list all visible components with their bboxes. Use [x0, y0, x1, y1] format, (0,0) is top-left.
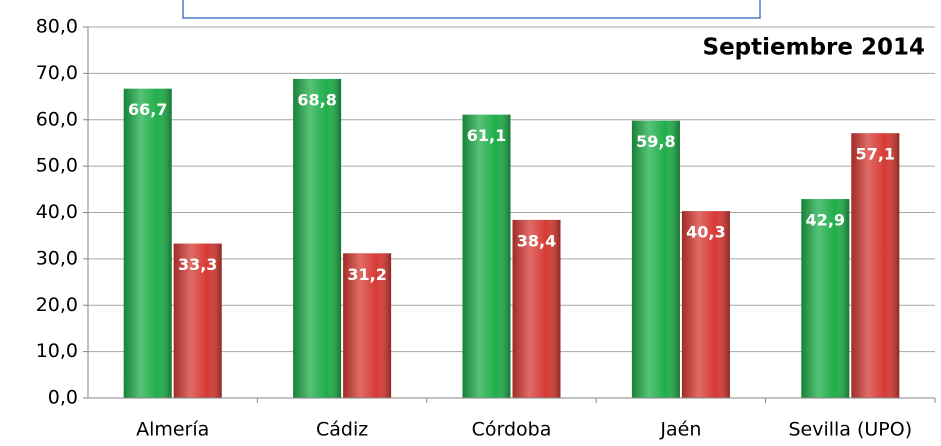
y-tick-label: 30,0 [36, 247, 78, 269]
value-label: 33,3 [178, 255, 217, 274]
value-label: 61,1 [467, 126, 506, 145]
x-tick-label: Córdoba [472, 419, 552, 441]
bar-shade [681, 211, 730, 398]
x-tick-label: Almería [136, 419, 209, 441]
value-label: 57,1 [856, 145, 895, 164]
annotation: Septiembre 2014 [703, 35, 926, 61]
value-label: 38,4 [517, 231, 556, 250]
y-tick-label: 70,0 [36, 62, 78, 84]
bar-shade [293, 78, 342, 398]
bar-shade [123, 88, 172, 399]
x-tick-label: Jaén [659, 419, 701, 441]
bar-shade [343, 253, 392, 398]
bar-shade [631, 120, 680, 399]
bar-shade [173, 243, 222, 398]
value-label: 66,7 [128, 100, 167, 119]
value-label: 42,9 [806, 211, 845, 230]
bar-shade [851, 133, 900, 399]
value-label: 31,2 [347, 265, 386, 284]
value-label: 59,8 [636, 132, 675, 151]
y-tick-label: 80,0 [36, 16, 78, 38]
bar-shade [801, 199, 850, 398]
x-tick-label: Sevilla (UPO) [788, 419, 912, 441]
x-tick-label: Cádiz [316, 419, 368, 441]
y-tick-label: 60,0 [36, 108, 78, 130]
bar-shade [512, 219, 561, 398]
y-tick-label: 50,0 [36, 155, 78, 177]
value-label: 40,3 [686, 223, 725, 242]
value-label: 68,8 [297, 90, 336, 109]
y-tick-label: 40,0 [36, 201, 78, 223]
y-tick-label: 10,0 [36, 340, 78, 362]
header-box [182, 0, 761, 19]
bar-shade [462, 114, 511, 399]
y-tick-label: 0,0 [48, 387, 78, 409]
y-tick-label: 20,0 [36, 294, 78, 316]
